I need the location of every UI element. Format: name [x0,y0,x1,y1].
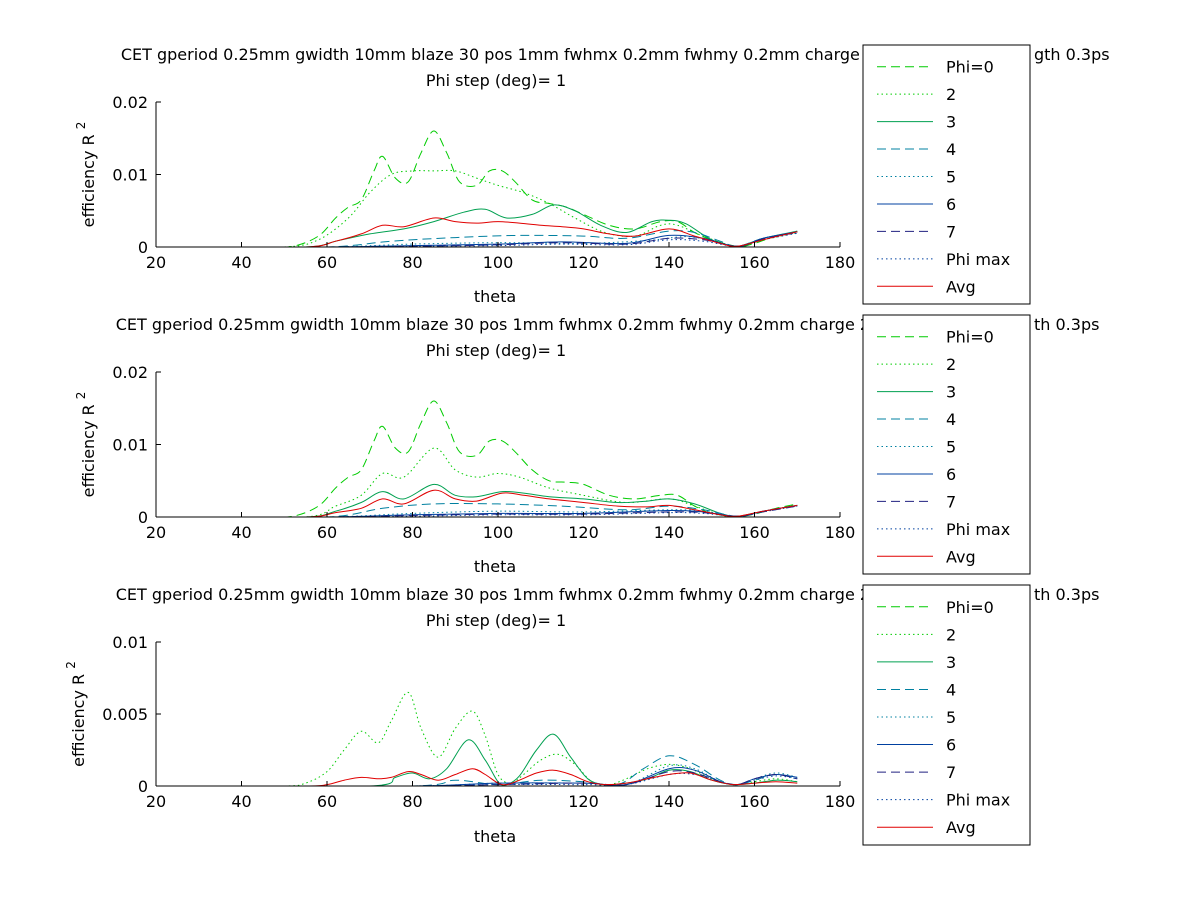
legend-entry: 6 [946,195,956,214]
legend-entry: Phi=0 [946,598,994,617]
series-line-3 [198,230,798,247]
x-tick-label: 20 [146,792,166,811]
legend-entry: 2 [946,625,956,644]
x-tick-label: 100 [483,253,514,272]
chart-subtitle: Phi step (deg)= 1 [426,611,566,630]
y-tick-label: 0.01 [112,633,148,652]
legend-entry: Phi max [946,791,1010,810]
legend-entry: Avg [946,547,976,566]
x-tick-label: 40 [231,523,251,542]
legend-entry: Phi=0 [946,58,994,77]
y-tick-label: 0 [138,238,148,257]
series-line-1 [198,169,798,247]
x-tick-label: 140 [654,792,685,811]
chart-title-tail: gth 0.3ps [1034,45,1110,64]
legend: Phi=0 2 3 4 5 6 7 Phi max Avg [862,584,1031,846]
legend-entry: 3 [946,113,956,132]
legend-entry: Phi max [946,520,1010,539]
chart-title-tail: th 0.3ps [1034,585,1099,604]
subplot-1: 20 40 60 80 100 120 140 160 18000.010.02thetaeff… [74,44,1110,306]
subplot-2: 20 40 60 80 100 120 140 160 18000.010.02thetaeff… [74,314,1099,576]
x-tick-label: 100 [483,523,514,542]
legend-entry: 2 [946,355,956,374]
legend-entry: 5 [946,438,956,457]
y-tick-label: 0 [138,508,148,527]
x-tick-label: 60 [317,523,337,542]
legend-entry: 2 [946,85,956,104]
legend-entry: 7 [946,492,956,511]
legend-entry: 6 [946,736,956,755]
x-tick-label: 80 [402,523,422,542]
x-axis-label: theta [474,557,516,576]
series-line-8 [198,489,798,517]
y-tick-label: 0.01 [112,436,148,455]
legend-entry: 5 [946,168,956,187]
x-tick-label: 100 [483,792,514,811]
chart-title: CET gperiod 0.25mm gwidth 10mm blaze 30 … [116,585,881,604]
series-line-8 [198,217,798,247]
series-line-0 [198,130,798,247]
series-line-8 [198,768,798,786]
legend-entry: Phi=0 [946,328,994,347]
x-tick-label: 40 [231,253,251,272]
legend-entry: 4 [946,680,956,699]
x-tick-label: 120 [568,523,599,542]
legend-entry: 5 [946,708,956,727]
y-tick-label: 0.02 [112,93,148,112]
x-tick-label: 180 [825,792,856,811]
x-tick-label: 160 [739,792,770,811]
y-tick-label: 0 [138,777,148,796]
series-line-2 [198,483,798,517]
y-axis-label-superscript: 2 [64,661,78,669]
x-tick-label: 140 [654,523,685,542]
x-tick-label: 160 [739,523,770,542]
subplot-3: 20 40 60 80 100 120 140 160 18000.0050.01thetaef… [64,584,1099,846]
x-axis-label: theta [474,827,516,846]
legend-entry: Phi max [946,250,1010,269]
x-tick-label: 120 [568,253,599,272]
legend-entry: 7 [946,763,956,782]
legend-entry: 3 [946,383,956,402]
x-tick-label: 60 [317,253,337,272]
legend-entry: 4 [946,140,956,159]
x-tick-label: 20 [146,253,166,272]
series-group [198,130,798,247]
x-tick-label: 140 [654,253,685,272]
legend: Phi=0 2 3 4 5 6 7 Phi max Avg [862,44,1031,305]
y-axis-label-superscript: 2 [74,392,88,400]
legend-box [862,314,1031,575]
x-tick-label: 60 [317,792,337,811]
legend-box [862,584,1031,846]
y-tick-label: 0.005 [102,705,148,724]
legend-entry: 6 [946,465,956,484]
x-tick-label: 80 [402,792,422,811]
x-tick-label: 160 [739,253,770,272]
legend-entry: 7 [946,222,956,241]
legend-entry: Avg [946,818,976,837]
x-tick-label: 180 [825,523,856,542]
x-axis-label: theta [474,287,516,306]
chart-title: CET gperiod 0.25mm gwidth 10mm blaze 30 … [121,45,875,64]
chart-subtitle: Phi step (deg)= 1 [426,341,566,360]
y-tick-label: 0.02 [112,363,148,382]
x-tick-label: 40 [231,792,251,811]
series-line-7 [198,772,798,786]
legend-entry: Avg [946,277,976,296]
y-tick-label: 0.01 [112,166,148,185]
chart-title: CET gperiod 0.25mm gwidth 10mm blaze 30 … [116,315,881,334]
legend-entry: 3 [946,653,956,672]
chart-subtitle: Phi step (deg)= 1 [426,71,566,90]
x-tick-label: 120 [568,792,599,811]
series-line-0 [198,400,798,517]
legend-entry: 4 [946,410,956,429]
y-axis-label-superscript: 2 [74,122,88,130]
chart-title-tail: th 0.3ps [1034,315,1099,334]
legend-box [862,44,1031,305]
x-tick-label: 180 [825,253,856,272]
x-tick-label: 20 [146,523,166,542]
legend: Phi=0 2 3 4 5 6 7 Phi max Avg [862,314,1031,575]
x-tick-label: 80 [402,253,422,272]
